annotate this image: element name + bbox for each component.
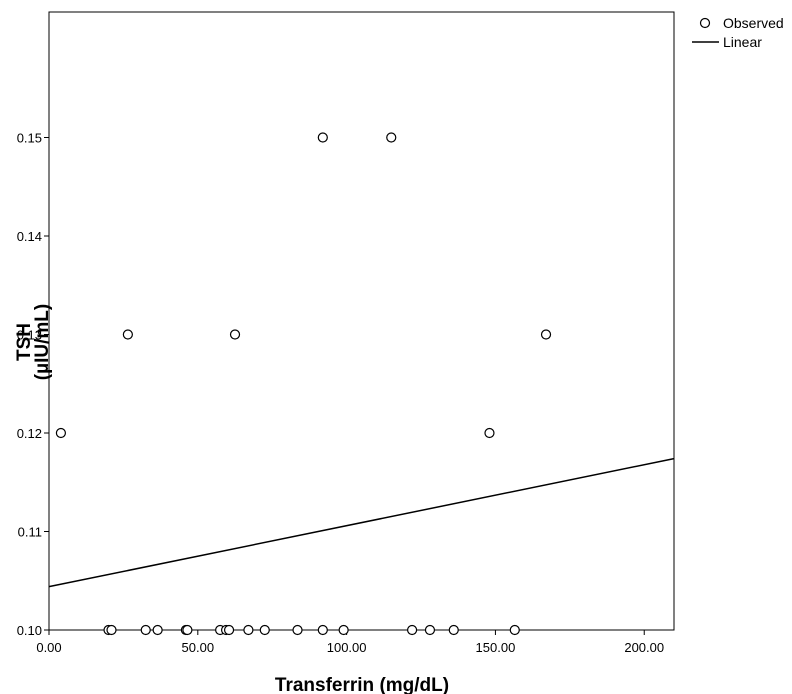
observed-point <box>55 427 67 439</box>
y-tick-label: 0.10 <box>17 623 42 638</box>
observed-point <box>292 624 303 636</box>
x-tick-label: 150.00 <box>476 640 516 655</box>
observed-point <box>424 624 436 636</box>
y-axis-title: TSH (µIU/mL) <box>14 304 53 380</box>
observed-point <box>152 624 163 636</box>
x-axis-title: Transferrin (mg/dL) <box>275 675 449 694</box>
linear-fit-line <box>48 457 675 588</box>
observed-point <box>406 624 418 636</box>
y-tick-label: 0.11 <box>18 525 42 540</box>
observed-point <box>317 624 328 636</box>
observed-point <box>229 329 241 340</box>
linear-fit-layer <box>48 457 675 588</box>
observed-point <box>223 624 235 636</box>
observed-point <box>182 624 193 636</box>
observed-point <box>122 329 133 340</box>
legend-linear-label: Linear <box>723 34 762 50</box>
y-tick-label: 0.15 <box>17 131 42 146</box>
observed-point <box>509 624 520 636</box>
legend: Observed Linear <box>692 15 784 50</box>
observed-point <box>259 624 270 636</box>
observed-point <box>140 624 151 636</box>
x-axis: 0.00 50.00 100.00 150.00 200.00 <box>36 630 664 655</box>
x-tick-label: 50.00 <box>182 640 215 655</box>
x-tick-label: 200.00 <box>624 640 664 655</box>
legend-observed-marker <box>699 17 711 29</box>
legend-observed-label: Observed <box>723 15 784 31</box>
y-axis-title-line-2: (µIU/mL) <box>32 304 53 380</box>
observed-point <box>484 427 495 439</box>
observed-point <box>448 624 459 636</box>
observed-point <box>386 132 397 143</box>
x-tick-label: 0.00 <box>36 640 61 655</box>
y-tick-label: 0.13 <box>17 328 42 343</box>
y-axis: 0.10 0.11 0.12 0.13 0.14 0.15 <box>17 131 49 638</box>
observed-point <box>338 624 349 636</box>
observed-point <box>243 624 254 636</box>
observed-point <box>317 132 328 143</box>
y-tick-label: 0.14 <box>17 229 42 244</box>
x-tick-label: 100.00 <box>327 640 367 655</box>
observed-point <box>106 624 117 636</box>
observed-point <box>540 329 552 340</box>
plot-frame <box>48 11 675 631</box>
y-axis-title-line-1: TSH <box>14 323 35 361</box>
observed-points-layer <box>55 132 552 636</box>
y-tick-label: 0.12 <box>17 426 42 441</box>
